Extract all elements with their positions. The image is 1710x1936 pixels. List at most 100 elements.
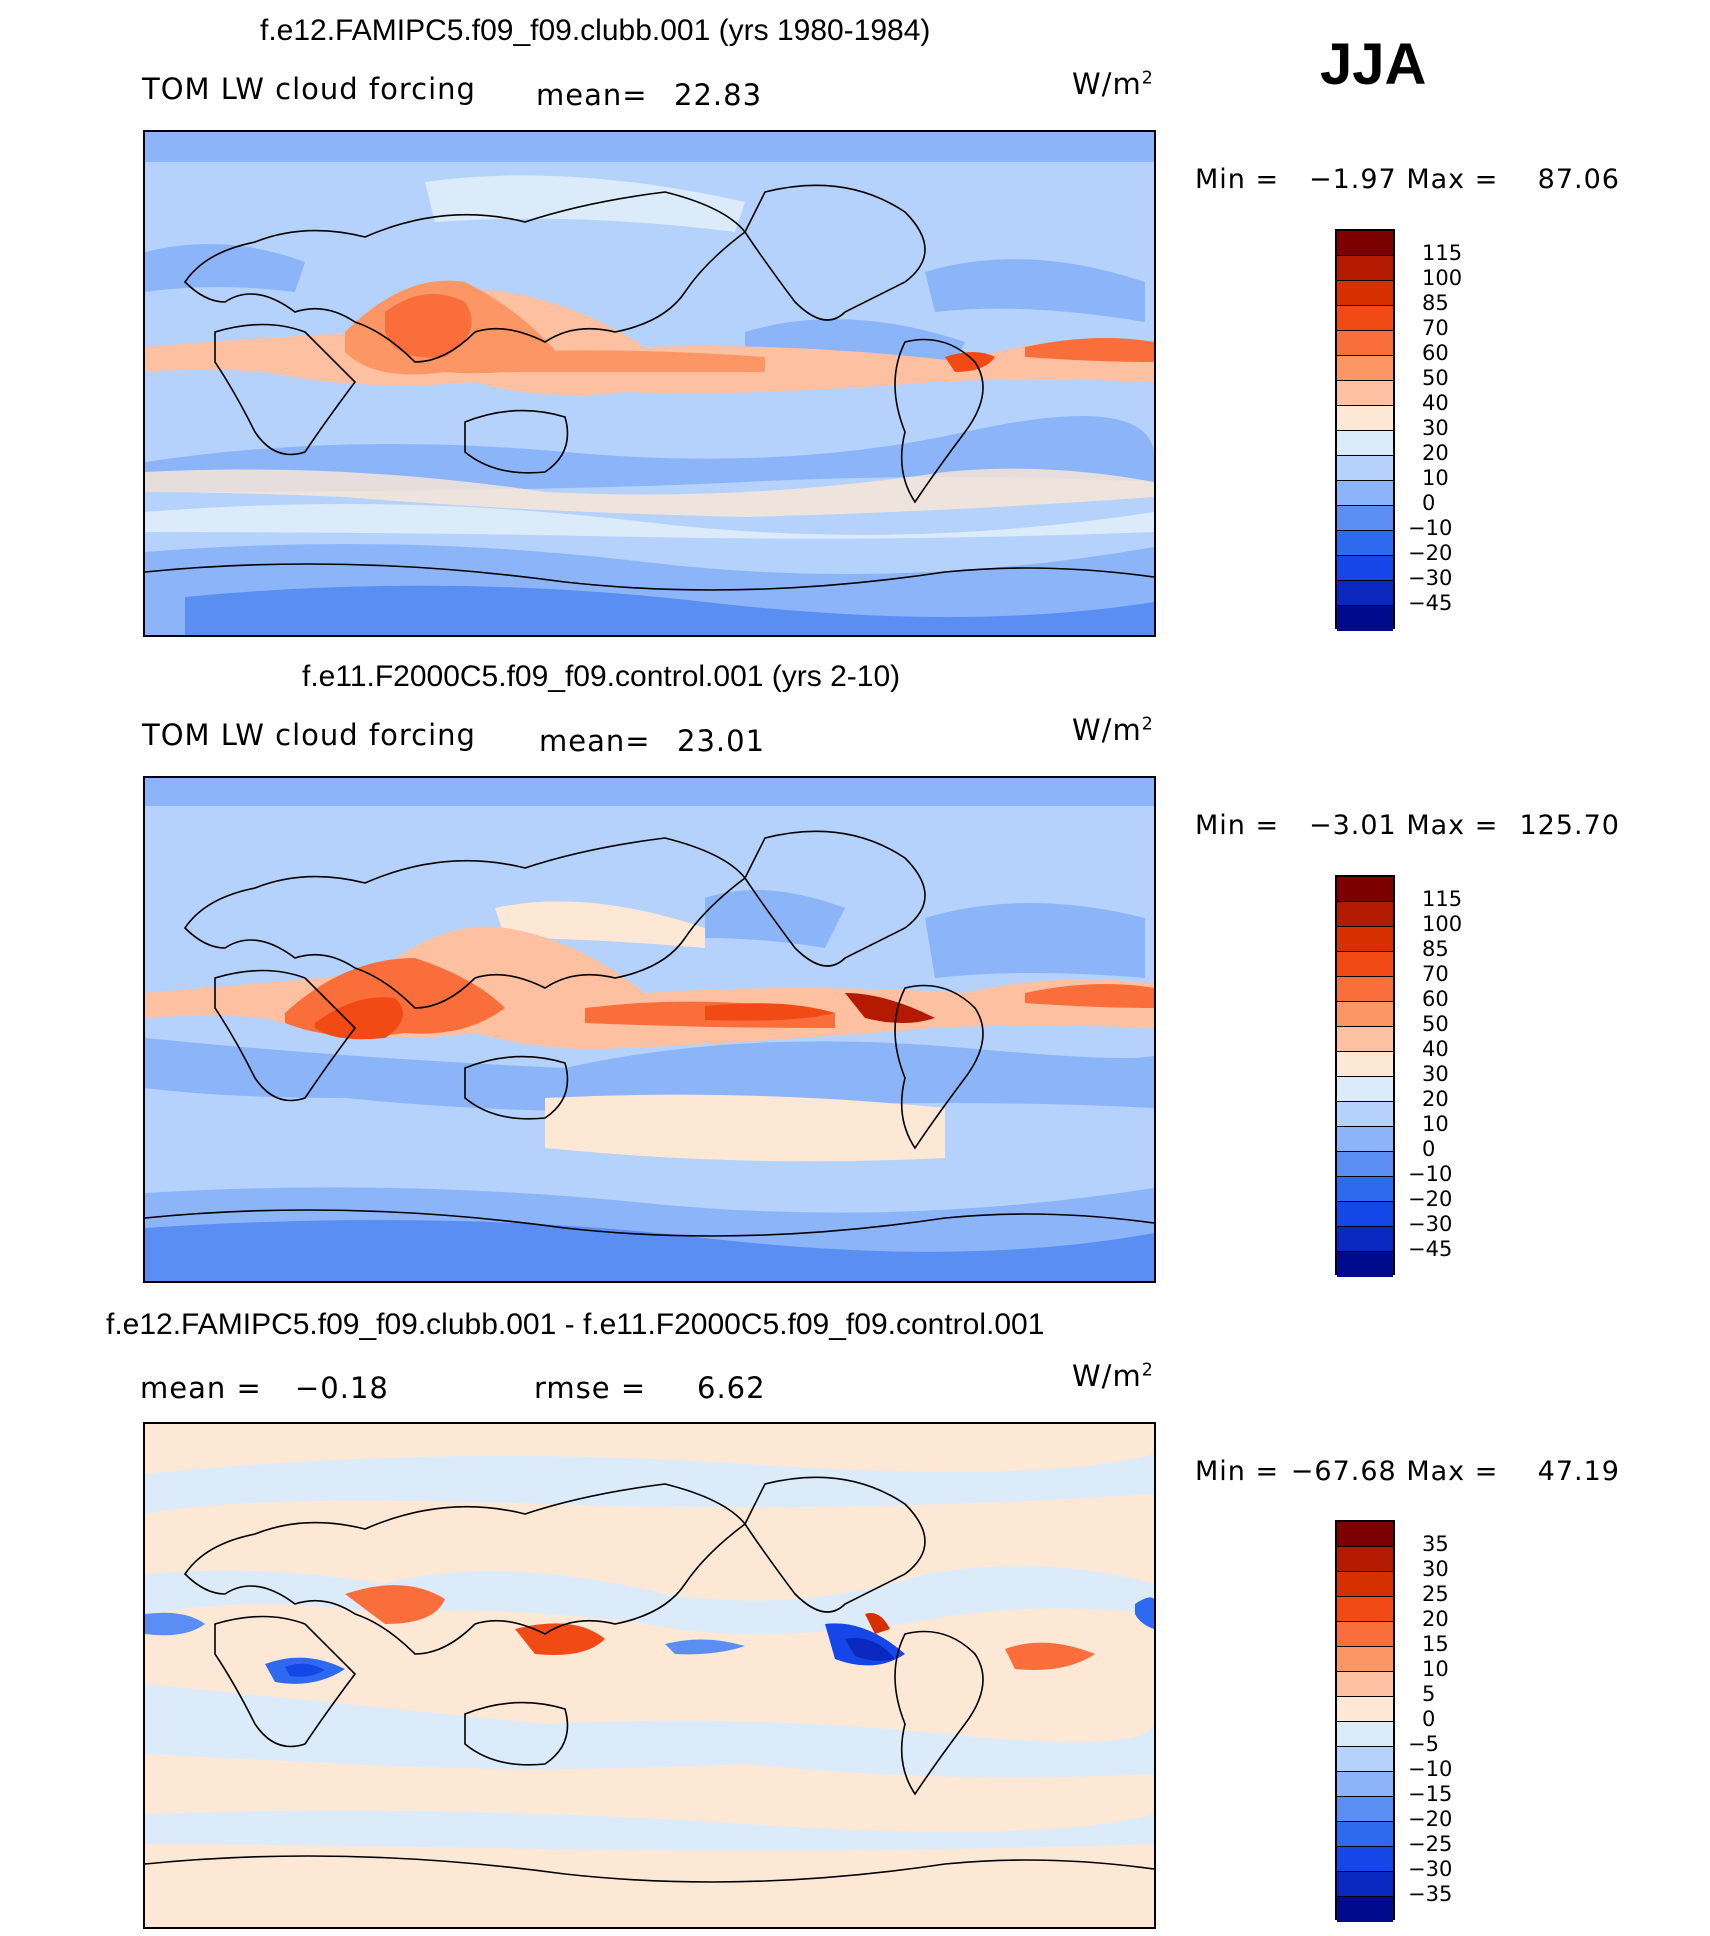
panel-3-colorbar-swatch <box>1337 1872 1393 1897</box>
panel-2-colorbar-tick-label: −10 <box>1408 1164 1452 1185</box>
panel-3-colorbar-tick-label: −15 <box>1408 1784 1452 1805</box>
panel-3-colorbar-tick-label: 0 <box>1422 1709 1435 1730</box>
panel-2-minmax: Min = −3.01 Max = 125.70 <box>1195 812 1620 839</box>
panel-1-minmax: Min = −1.97 Max = 87.06 <box>1195 166 1620 193</box>
panel-1-colorbar-swatch <box>1337 581 1393 606</box>
panel-3-colorbar-tick-label: 25 <box>1422 1584 1449 1605</box>
panel-1-colorbar-swatch <box>1337 531 1393 556</box>
panel-1-colorbar-tick-label: 100 <box>1422 268 1462 289</box>
panel-1-colorbar-swatch <box>1337 331 1393 356</box>
panel-2-colorbar-swatch <box>1337 1102 1393 1127</box>
panel-1-colorbar-tick-label: 50 <box>1422 368 1449 389</box>
panel-2-colorbar-tick-label: 85 <box>1422 939 1449 960</box>
panel-3-colorbar-swatch <box>1337 1597 1393 1622</box>
panel-2-colorbar-swatch <box>1337 902 1393 927</box>
panel-1-colorbar-tick-label: −20 <box>1408 543 1452 564</box>
panel-2-colorbar-tick-label: 100 <box>1422 914 1462 935</box>
panel-3-colorbar-tick-label: −25 <box>1408 1834 1452 1855</box>
panel-3-colorbar-swatch <box>1337 1572 1393 1597</box>
panel-2-map-svg <box>145 778 1154 1281</box>
panel-1-colorbar-tick-label: 70 <box>1422 318 1449 339</box>
panel-3-mean-label: mean = <box>140 1374 262 1403</box>
panel-2-colorbar-tick-label: 70 <box>1422 964 1449 985</box>
season-label: JJA <box>1320 36 1426 94</box>
panel-3-colorbar-swatch <box>1337 1897 1393 1922</box>
panel-1-colorbar-tick-label: 10 <box>1422 468 1449 489</box>
panel-1-colorbar-swatch <box>1337 356 1393 381</box>
panel-3-max-label: Max = <box>1406 1456 1498 1487</box>
panel-3-colorbar-tick-label: −5 <box>1408 1734 1439 1755</box>
panel-1-max-value: 87.06 <box>1508 166 1620 193</box>
panel-3-colorbar-tick-label: 15 <box>1422 1634 1449 1655</box>
panel-2-mean-value: 23.01 <box>677 727 765 756</box>
panel-3-colorbar-swatch <box>1337 1672 1393 1697</box>
panel-3-mean-value: −0.18 <box>295 1374 389 1403</box>
panel-1-min-value: −1.97 <box>1289 166 1397 193</box>
panel-1-colorbar <box>1335 229 1395 629</box>
panel-2-colorbar-tick-label: 30 <box>1422 1064 1449 1085</box>
panel-1-mean-value: 22.83 <box>674 81 762 110</box>
panel-2-colorbar-tick-label: 50 <box>1422 1014 1449 1035</box>
panel-3-colorbar-swatch <box>1337 1697 1393 1722</box>
panel-3-colorbar-swatch <box>1337 1747 1393 1772</box>
panel-2-colorbar-tick-label: 20 <box>1422 1089 1449 1110</box>
panel-3-map <box>143 1422 1156 1929</box>
panel-2-map <box>143 776 1156 1283</box>
panel-2-colorbar-tick-label: 10 <box>1422 1114 1449 1135</box>
panel-1-colorbar-swatch <box>1337 406 1393 431</box>
panel-2-colorbar-swatch <box>1337 1252 1393 1277</box>
panel-1-colorbar-tick-label: 40 <box>1422 393 1449 414</box>
panel-2-colorbar-tick-label: 40 <box>1422 1039 1449 1060</box>
panel-3-max-value: 47.19 <box>1508 1458 1620 1485</box>
panel-1-colorbar-swatch <box>1337 431 1393 456</box>
panel-2-colorbar <box>1335 875 1395 1275</box>
panel-2-colorbar-swatch <box>1337 1077 1393 1102</box>
panel-1-colorbar-tick-label: −10 <box>1408 518 1452 539</box>
panel-3-colorbar-swatch <box>1337 1647 1393 1672</box>
panel-1-colorbar-tick-label: 30 <box>1422 418 1449 439</box>
panel-3-colorbar-tick-label: 35 <box>1422 1534 1449 1555</box>
panel-2-title: f.e11.F2000C5.f09_f09.control.001 (yrs 2… <box>302 662 900 692</box>
panel-2-colorbar-tick-label: 115 <box>1422 889 1462 910</box>
panel-1-colorbar-tick-label: 115 <box>1422 243 1462 264</box>
panel-1-mean-label: mean= <box>536 81 648 110</box>
panel-2-min-label: Min = <box>1195 810 1279 841</box>
panel-1-colorbar-swatch <box>1337 256 1393 281</box>
panel-2-max-label: Max = <box>1406 810 1498 841</box>
panel-2-colorbar-swatch <box>1337 1152 1393 1177</box>
panel-2-min-value: −3.01 <box>1289 812 1397 839</box>
panel-3-colorbar-swatch <box>1337 1772 1393 1797</box>
panel-3-colorbar-tick-label: −20 <box>1408 1809 1452 1830</box>
panel-1-map-svg <box>145 132 1154 635</box>
panel-2-colorbar-swatch <box>1337 977 1393 1002</box>
panel-3-colorbar-swatch <box>1337 1797 1393 1822</box>
panel-3-colorbar-swatch <box>1337 1622 1393 1647</box>
panel-2-max-value: 125.70 <box>1508 812 1620 839</box>
panel-3-minmax: Min = −67.68 Max = 47.19 <box>1195 1458 1620 1485</box>
panel-1-colorbar-tick-label: 20 <box>1422 443 1449 464</box>
panel-1-min-label: Min = <box>1195 164 1279 195</box>
panel-1-colorbar-tick-label: 60 <box>1422 343 1449 364</box>
panel-3-colorbar-tick-label: −35 <box>1408 1884 1452 1905</box>
panel-2-colorbar-tick-label: −20 <box>1408 1189 1452 1210</box>
panel-2-colorbar-swatch <box>1337 1202 1393 1227</box>
panel-3-colorbar-tick-label: 10 <box>1422 1659 1449 1680</box>
panel-1-colorbar-tick-label: −45 <box>1408 593 1452 614</box>
panel-3-colorbar-swatch <box>1337 1822 1393 1847</box>
panel-2-colorbar-swatch <box>1337 1052 1393 1077</box>
panel-1-units: W/m2 <box>1072 70 1154 99</box>
panel-2-colorbar-tick-label: 60 <box>1422 989 1449 1010</box>
panel-3-colorbar-swatch <box>1337 1722 1393 1747</box>
panel-1-colorbar-swatch <box>1337 306 1393 331</box>
panel-3-colorbar-tick-label: 5 <box>1422 1684 1435 1705</box>
panel-3-colorbar-swatch <box>1337 1847 1393 1872</box>
panel-3-min-label: Min = <box>1195 1456 1279 1487</box>
panel-1-max-label: Max = <box>1406 164 1498 195</box>
panel-1-colorbar-swatch <box>1337 481 1393 506</box>
panel-3-colorbar-tick-label: −30 <box>1408 1859 1452 1880</box>
panel-3-units: W/m2 <box>1072 1362 1154 1391</box>
panel-1-colorbar-tick-label: −30 <box>1408 568 1452 589</box>
panel-1-colorbar-tick-label: 0 <box>1422 493 1435 514</box>
panel-2-units: W/m2 <box>1072 716 1154 745</box>
panel-1-colorbar-swatch <box>1337 606 1393 631</box>
